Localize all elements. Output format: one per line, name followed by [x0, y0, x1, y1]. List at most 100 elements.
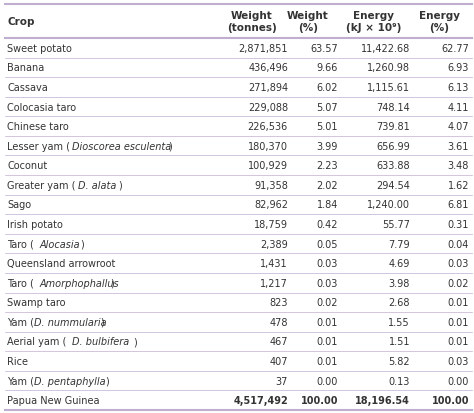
Text: 5.82: 5.82: [388, 356, 410, 366]
Text: 7.79: 7.79: [388, 239, 410, 249]
Text: 0.42: 0.42: [317, 219, 338, 230]
Text: 2,871,851: 2,871,851: [238, 44, 288, 54]
Text: 0.01: 0.01: [317, 356, 338, 366]
Text: 0.13: 0.13: [389, 376, 410, 386]
Text: 1,115.61: 1,115.61: [367, 83, 410, 93]
Text: 0.01: 0.01: [317, 337, 338, 347]
Text: 0.04: 0.04: [447, 239, 469, 249]
Text: Queensland arrowroot: Queensland arrowroot: [7, 259, 115, 268]
Text: 4.69: 4.69: [389, 259, 410, 268]
Text: 0.01: 0.01: [447, 337, 469, 347]
Text: Papua New Guinea: Papua New Guinea: [7, 395, 100, 405]
Text: 3.98: 3.98: [389, 278, 410, 288]
Text: Colocasia taro: Colocasia taro: [7, 102, 76, 112]
Text: Crop: Crop: [7, 17, 35, 27]
Text: 4.11: 4.11: [447, 102, 469, 112]
Text: 0.03: 0.03: [317, 259, 338, 268]
Text: 0.03: 0.03: [447, 356, 469, 366]
Text: Banana: Banana: [7, 63, 44, 73]
Text: 18,196.54: 18,196.54: [355, 395, 410, 405]
Text: Aerial yam (: Aerial yam (: [7, 337, 66, 347]
Text: D. pentaphylla: D. pentaphylla: [34, 376, 106, 386]
Text: 6.02: 6.02: [317, 83, 338, 93]
Text: ): ): [118, 180, 122, 190]
Text: 407: 407: [270, 356, 288, 366]
Text: 656.99: 656.99: [376, 141, 410, 151]
Text: 739.81: 739.81: [376, 122, 410, 132]
Text: 11,422.68: 11,422.68: [361, 44, 410, 54]
Text: 6.13: 6.13: [447, 83, 469, 93]
Text: 2.23: 2.23: [316, 161, 338, 171]
Text: 0.31: 0.31: [447, 219, 469, 230]
Text: Taro (: Taro (: [7, 239, 34, 249]
Text: 633.88: 633.88: [376, 161, 410, 171]
Text: ): ): [133, 337, 137, 347]
Text: 5.07: 5.07: [316, 102, 338, 112]
Text: 62.77: 62.77: [441, 44, 469, 54]
Text: Cassava: Cassava: [7, 83, 48, 93]
Text: 226,536: 226,536: [248, 122, 288, 132]
Text: 0.00: 0.00: [447, 376, 469, 386]
Text: 91,358: 91,358: [254, 180, 288, 190]
Text: Taro (: Taro (: [7, 278, 34, 288]
Text: 5.01: 5.01: [317, 122, 338, 132]
Text: Weight
(tonnes): Weight (tonnes): [227, 11, 276, 33]
Text: 100.00: 100.00: [431, 395, 469, 405]
Text: 1,240.00: 1,240.00: [367, 200, 410, 210]
Text: 1.55: 1.55: [388, 317, 410, 327]
Text: Irish potato: Irish potato: [7, 219, 63, 230]
Text: 180,370: 180,370: [248, 141, 288, 151]
Text: 294.54: 294.54: [376, 180, 410, 190]
Text: 1.84: 1.84: [317, 200, 338, 210]
Text: 748.14: 748.14: [376, 102, 410, 112]
Text: Rice: Rice: [7, 356, 28, 366]
Text: 55.77: 55.77: [382, 219, 410, 230]
Text: 823: 823: [270, 298, 288, 308]
Text: ): ): [105, 376, 109, 386]
Text: 467: 467: [270, 337, 288, 347]
Text: 0.02: 0.02: [317, 298, 338, 308]
Text: 0.05: 0.05: [317, 239, 338, 249]
Text: 9.66: 9.66: [317, 63, 338, 73]
Text: 478: 478: [270, 317, 288, 327]
Text: 1.51: 1.51: [389, 337, 410, 347]
Text: Coconut: Coconut: [7, 161, 47, 171]
Text: Swamp taro: Swamp taro: [7, 298, 65, 308]
Text: 1,260.98: 1,260.98: [367, 63, 410, 73]
Text: 63.57: 63.57: [310, 44, 338, 54]
Text: 0.00: 0.00: [317, 376, 338, 386]
Text: Amorphophallus: Amorphophallus: [40, 278, 119, 288]
Text: 6.93: 6.93: [447, 63, 469, 73]
Text: 2.68: 2.68: [389, 298, 410, 308]
Text: 271,894: 271,894: [248, 83, 288, 93]
Text: 0.03: 0.03: [447, 259, 469, 268]
Text: 6.81: 6.81: [447, 200, 469, 210]
Text: 82,962: 82,962: [254, 200, 288, 210]
Text: 100,929: 100,929: [248, 161, 288, 171]
Text: Weight
(%): Weight (%): [287, 11, 329, 33]
Text: 3.99: 3.99: [317, 141, 338, 151]
Text: Sweet potato: Sweet potato: [7, 44, 72, 54]
Text: 1,431: 1,431: [260, 259, 288, 268]
Text: Dioscorea esculenta: Dioscorea esculenta: [73, 141, 172, 151]
Text: 37: 37: [275, 376, 288, 386]
Text: Greater yam (: Greater yam (: [7, 180, 75, 190]
Text: Sago: Sago: [7, 200, 31, 210]
Text: 18,759: 18,759: [254, 219, 288, 230]
Text: 3.48: 3.48: [447, 161, 469, 171]
Text: D. alata: D. alata: [78, 180, 116, 190]
Text: 4.07: 4.07: [447, 122, 469, 132]
Text: 0.03: 0.03: [317, 278, 338, 288]
Text: ): ): [110, 278, 114, 288]
Text: 4,517,492: 4,517,492: [233, 395, 288, 405]
Text: 0.02: 0.02: [447, 278, 469, 288]
Text: 2.02: 2.02: [316, 180, 338, 190]
Text: Energy
(kJ × 10⁹): Energy (kJ × 10⁹): [346, 11, 401, 33]
Text: 2,389: 2,389: [260, 239, 288, 249]
Text: D. nummularia: D. nummularia: [34, 317, 107, 327]
Text: Energy
(%): Energy (%): [419, 11, 460, 33]
Text: 229,088: 229,088: [248, 102, 288, 112]
Text: 0.01: 0.01: [317, 317, 338, 327]
Text: 1.62: 1.62: [447, 180, 469, 190]
Text: Alocasia: Alocasia: [40, 239, 80, 249]
